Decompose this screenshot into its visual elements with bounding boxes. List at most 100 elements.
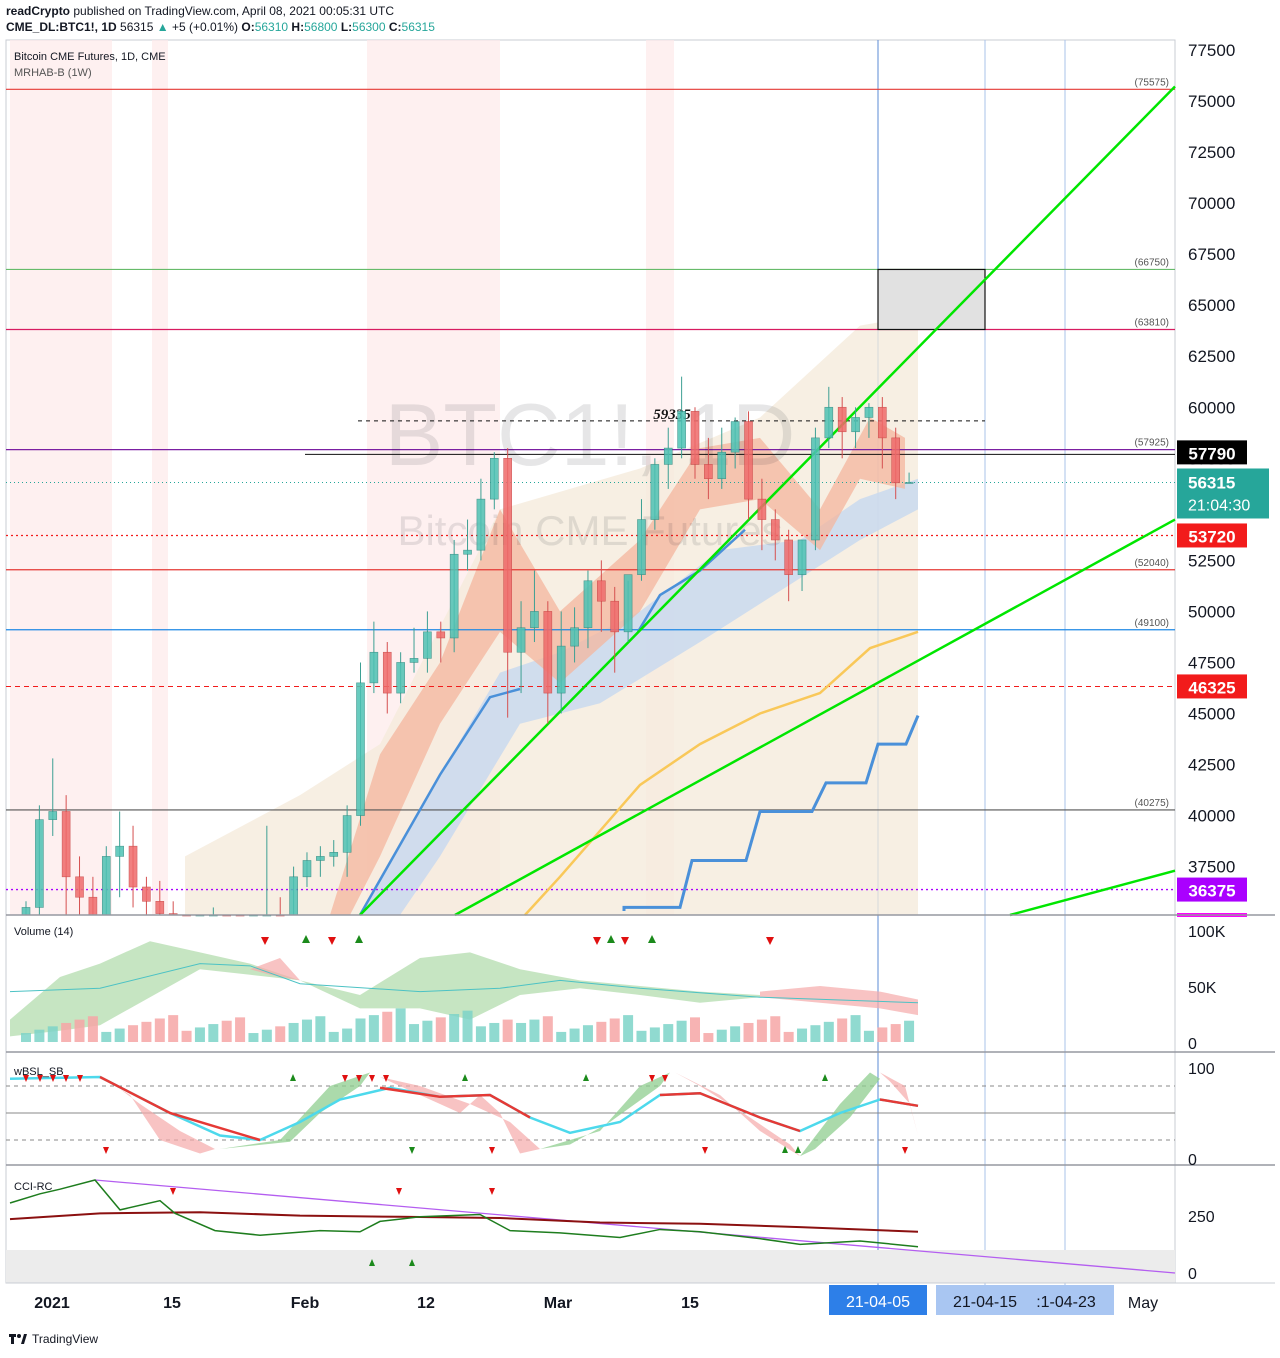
price-axis-label-72500: 72500 bbox=[1188, 143, 1235, 162]
tradingview-brand[interactable]: TradingView bbox=[32, 1332, 99, 1346]
volume-bar bbox=[208, 1024, 219, 1042]
candle[interactable] bbox=[302, 852, 312, 888]
candle-body bbox=[770, 519, 780, 541]
candle[interactable] bbox=[757, 478, 767, 551]
candle[interactable] bbox=[637, 499, 646, 581]
up-arrow-icon: ▲ bbox=[156, 20, 169, 34]
candle-body bbox=[423, 631, 432, 659]
candle[interactable] bbox=[623, 574, 633, 643]
candle[interactable] bbox=[543, 601, 553, 724]
candle[interactable] bbox=[61, 795, 71, 915]
candle[interactable] bbox=[650, 458, 660, 530]
candle[interactable] bbox=[101, 846, 111, 916]
shaded-band-1 bbox=[152, 40, 168, 915]
candle[interactable] bbox=[369, 621, 379, 694]
candle[interactable] bbox=[35, 805, 44, 915]
candle[interactable] bbox=[356, 662, 365, 826]
candle-body bbox=[503, 457, 512, 653]
volume-bar bbox=[877, 1027, 888, 1042]
candle[interactable] bbox=[891, 427, 901, 500]
candle-body bbox=[757, 498, 767, 520]
candle[interactable] bbox=[382, 642, 392, 714]
target-box[interactable] bbox=[877, 268, 986, 331]
candle[interactable] bbox=[878, 397, 887, 469]
candle-body bbox=[382, 651, 392, 694]
candle[interactable] bbox=[610, 586, 620, 673]
price-axis-label-37500: 37500 bbox=[1188, 858, 1235, 877]
candle[interactable] bbox=[824, 386, 834, 449]
wbsl-band-red-3 bbox=[675, 1072, 800, 1157]
level-label-57925: (57925) bbox=[1135, 438, 1169, 449]
candle[interactable] bbox=[556, 611, 566, 714]
candle[interactable] bbox=[436, 621, 446, 663]
candle[interactable] bbox=[423, 611, 432, 673]
candle-body bbox=[543, 611, 553, 694]
candle[interactable] bbox=[128, 825, 138, 908]
candle[interactable] bbox=[837, 397, 847, 459]
cci-axis-0: 0 bbox=[1188, 1266, 1197, 1283]
volume-bar bbox=[301, 1019, 312, 1042]
candle[interactable] bbox=[516, 601, 526, 694]
candle[interactable] bbox=[583, 570, 593, 649]
candle[interactable] bbox=[342, 805, 352, 877]
candle[interactable] bbox=[851, 407, 860, 449]
candle-body bbox=[516, 627, 526, 653]
candle[interactable] bbox=[155, 880, 165, 915]
price-tag-bg-57790 bbox=[1177, 440, 1247, 465]
publisher-name[interactable]: readCrypto bbox=[6, 4, 71, 18]
candle[interactable] bbox=[115, 811, 124, 898]
wbsl-axis-100: 100 bbox=[1188, 1061, 1215, 1078]
candle[interactable] bbox=[864, 403, 874, 438]
candle[interactable] bbox=[730, 417, 740, 469]
wbsl-signal-red-a bbox=[99, 1075, 261, 1142]
candle[interactable] bbox=[690, 407, 700, 479]
volume-bar bbox=[181, 1030, 192, 1042]
level-label-40275: (40275) bbox=[1135, 798, 1169, 809]
volume-bar bbox=[609, 1018, 620, 1042]
candle[interactable] bbox=[811, 427, 820, 551]
candle[interactable] bbox=[316, 846, 325, 877]
candle[interactable] bbox=[48, 758, 58, 836]
signal-red-arrow-icon bbox=[342, 1075, 348, 1082]
candle-body bbox=[101, 856, 111, 916]
volume-bar bbox=[435, 1017, 446, 1042]
weekly-step-line bbox=[622, 714, 920, 911]
wbsl-signal-red-c bbox=[659, 1091, 801, 1133]
candle[interactable] bbox=[449, 539, 459, 653]
candle[interactable] bbox=[597, 560, 606, 632]
candle[interactable] bbox=[677, 376, 686, 459]
candle[interactable] bbox=[329, 840, 339, 867]
candle[interactable] bbox=[142, 876, 151, 915]
candle[interactable] bbox=[704, 437, 713, 500]
candle[interactable] bbox=[75, 856, 84, 915]
candle[interactable] bbox=[570, 607, 579, 663]
candle[interactable] bbox=[530, 570, 539, 643]
price-axis-label-45000: 45000 bbox=[1188, 704, 1235, 723]
candle[interactable] bbox=[797, 539, 807, 591]
candle[interactable] bbox=[663, 427, 673, 489]
candle[interactable] bbox=[476, 478, 486, 561]
candle-body bbox=[730, 421, 740, 453]
candle-body bbox=[396, 662, 405, 694]
candle-body bbox=[289, 876, 298, 916]
candle[interactable] bbox=[717, 427, 727, 489]
volume-bar bbox=[489, 1022, 500, 1042]
volume-bar bbox=[141, 1021, 152, 1042]
candle[interactable] bbox=[168, 901, 178, 916]
candle[interactable] bbox=[463, 519, 472, 571]
shaded-band-0 bbox=[10, 40, 112, 915]
candle[interactable] bbox=[503, 448, 512, 718]
wbsl-band-green-2 bbox=[540, 1072, 670, 1149]
low-label: L: bbox=[340, 20, 353, 34]
candle[interactable] bbox=[396, 652, 405, 704]
salmon-band bbox=[330, 417, 905, 915]
signal-green-arrow-icon bbox=[583, 1074, 589, 1081]
candle[interactable] bbox=[904, 472, 914, 484]
candle[interactable] bbox=[744, 411, 753, 520]
candle[interactable] bbox=[489, 452, 499, 510]
wbsl-band-red-4 bbox=[880, 1072, 918, 1136]
candle[interactable] bbox=[409, 627, 419, 673]
candle[interactable] bbox=[770, 509, 780, 561]
candle[interactable] bbox=[784, 529, 793, 602]
